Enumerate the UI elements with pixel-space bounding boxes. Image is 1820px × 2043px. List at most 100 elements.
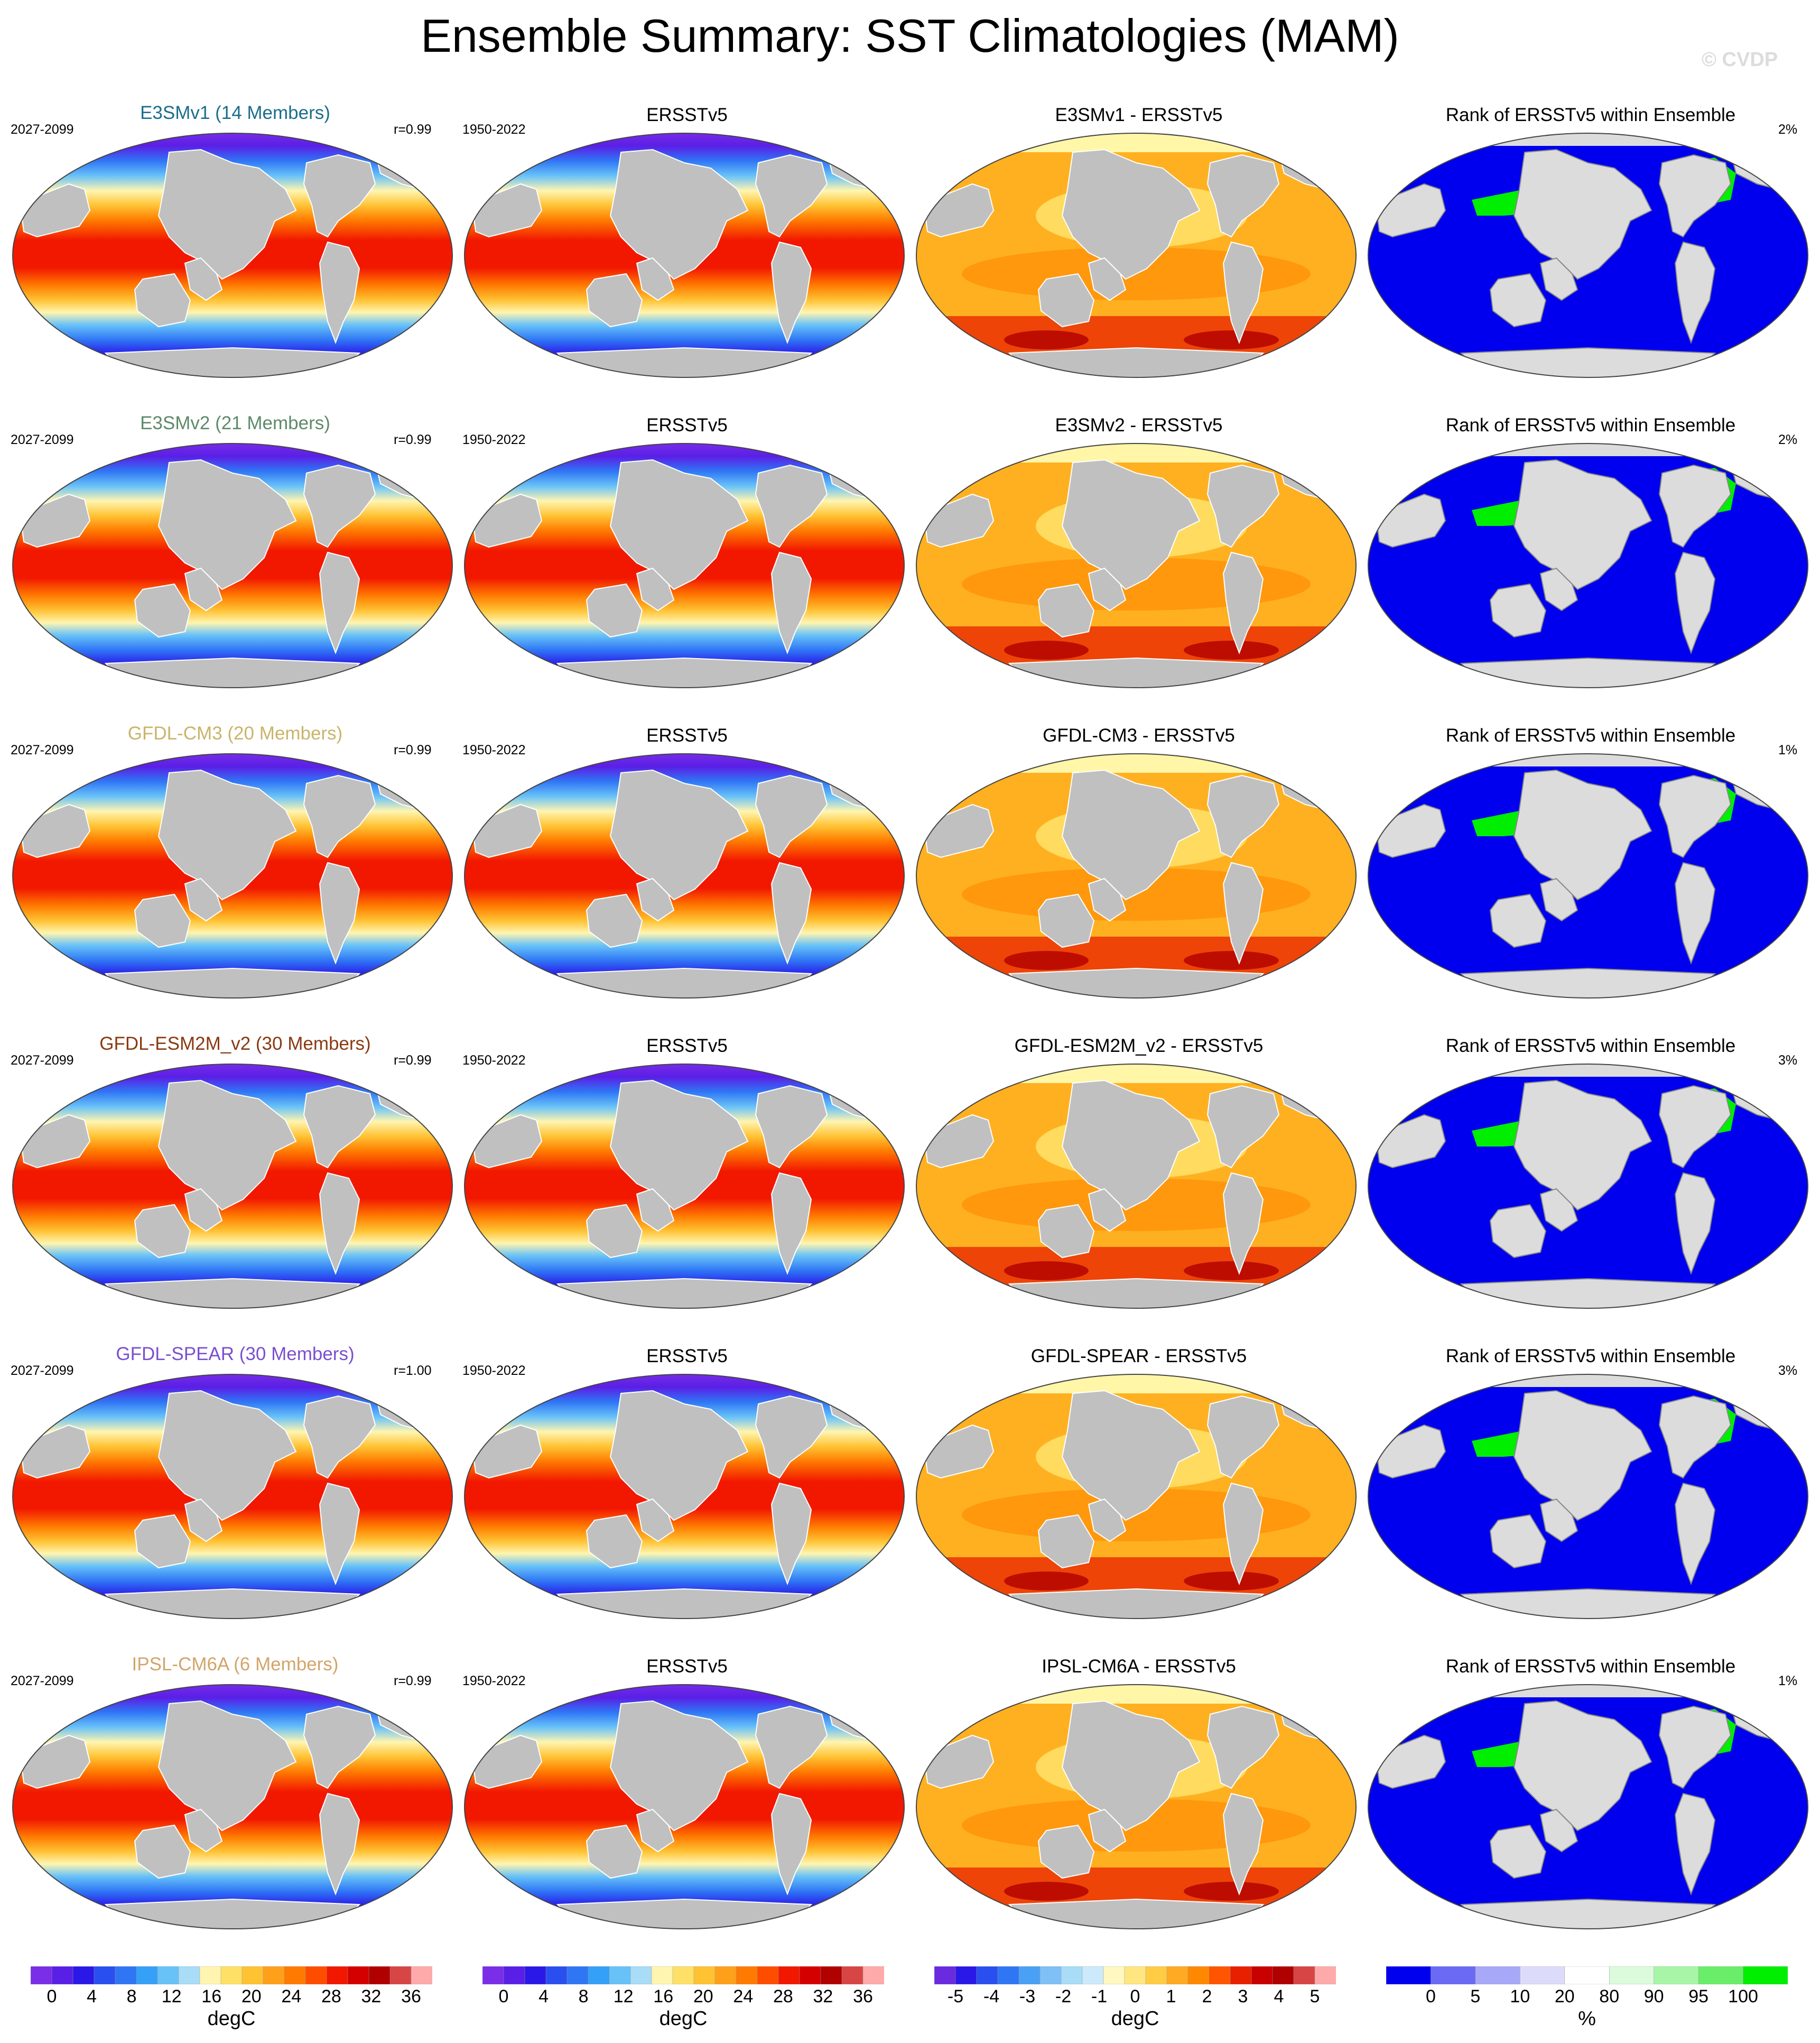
colorbar-tick-label: 8 <box>578 1986 589 2007</box>
land-mass <box>586 1204 643 1259</box>
rank-map <box>1368 753 1808 999</box>
colorbar <box>934 1966 1336 1984</box>
colorbar-box <box>630 1966 652 1984</box>
land-mass <box>1539 567 1578 612</box>
land-mass <box>1489 1514 1547 1569</box>
land-mass <box>770 1482 812 1585</box>
obs-period: 1950-2022 <box>462 432 526 447</box>
land-mass <box>157 459 297 590</box>
colorbar-tick-label: 28 <box>321 1986 341 2007</box>
land-mass <box>586 1824 643 1879</box>
land-mass <box>184 1808 223 1853</box>
colorbar-tick-label: 4 <box>538 1986 549 2007</box>
land-mass <box>924 1424 995 1479</box>
land-mass <box>1489 893 1547 948</box>
land-mass <box>1037 273 1095 328</box>
map-border <box>916 1374 1357 1619</box>
land-mass <box>472 183 543 238</box>
land-mass <box>1674 241 1716 344</box>
land-mass <box>1513 459 1652 590</box>
land-mass <box>303 1705 376 1789</box>
land-mass <box>1088 877 1127 922</box>
colorbar-box <box>545 1966 568 1984</box>
colorbar-box <box>1124 1966 1146 1984</box>
land-mass <box>1206 1085 1280 1169</box>
colorbar-box <box>411 1966 432 1984</box>
land-mass <box>1008 1588 1265 1619</box>
colorbar-box <box>588 1966 610 1984</box>
colorbar-tick-label: 20 <box>693 1986 713 2007</box>
land-mass <box>586 893 643 948</box>
land-mass <box>157 149 297 280</box>
land-mass <box>1460 1588 1716 1619</box>
colorbar-box <box>1272 1966 1294 1984</box>
map-border <box>464 753 905 999</box>
diff-title: GFDL-ESM2M_v2 - ERSSTv5 <box>1014 1036 1264 1056</box>
obs-sst-map <box>464 133 905 378</box>
rank-title: Rank of ERSSTv5 within Ensemble <box>1445 1656 1736 1677</box>
land-mass <box>1376 803 1446 858</box>
colorbar <box>31 1966 432 1984</box>
colorbar-box <box>1039 1966 1062 1984</box>
land-mass <box>1674 862 1716 965</box>
colorbar-box <box>199 1966 221 1984</box>
land-mass <box>1674 551 1716 654</box>
land-mass <box>755 1395 828 1479</box>
colorbar-box <box>778 1966 800 1984</box>
map-border <box>1368 133 1808 378</box>
land-mass <box>755 1705 828 1789</box>
land-mass <box>1658 774 1732 858</box>
colorbar-box <box>1209 1966 1231 1984</box>
rank-percent: 1% <box>1778 743 1798 757</box>
colorbar-box <box>1520 1966 1565 1984</box>
colorbar-tick-label: 0 <box>1130 1986 1140 2007</box>
land-mass <box>1376 1114 1446 1169</box>
land-mass <box>609 1079 749 1211</box>
land-mass <box>1008 1898 1265 1929</box>
difference-map <box>916 1064 1357 1309</box>
colorbar-box <box>503 1966 525 1984</box>
colorbar-box <box>1061 1966 1083 1984</box>
land-mass <box>1674 1792 1716 1896</box>
land-mass <box>157 1079 297 1211</box>
colorbar-box <box>482 1966 504 1984</box>
colorbar-tick-label: 80 <box>1599 1986 1620 2007</box>
colorbar-tick-label: 0 <box>47 1986 57 2007</box>
land-mass <box>184 567 223 612</box>
colorbar-box <box>955 1966 977 1984</box>
land-mass <box>556 347 813 377</box>
obs-period: 1950-2022 <box>462 1053 526 1068</box>
diff-title: IPSL-CM6A - ERSSTv5 <box>1042 1656 1236 1677</box>
model-title: GFDL-SPEAR (30 Members) <box>116 1344 355 1364</box>
land-mass <box>1460 657 1716 688</box>
land-mass <box>556 657 813 688</box>
pattern-correlation: r=0.99 <box>394 743 432 757</box>
difference-map <box>916 1684 1357 1929</box>
colorbar-box <box>862 1966 884 1984</box>
land-mass <box>134 1204 191 1259</box>
figure-title: Ensemble Summary: SST Climatologies (MAM… <box>421 10 1399 62</box>
land-mass <box>1513 1700 1652 1832</box>
land-mass <box>770 1172 812 1275</box>
land-mass <box>556 1898 813 1929</box>
land-mass <box>755 774 828 858</box>
colorbar-tick-label: 16 <box>201 1986 222 2007</box>
obs-sst-map <box>464 753 905 999</box>
land-mass <box>1088 257 1127 301</box>
map-border <box>12 443 453 688</box>
land-mass <box>609 459 749 590</box>
colorbar-box <box>714 1966 737 1984</box>
colorbar-box <box>157 1966 179 1984</box>
land-mass <box>755 154 828 238</box>
land-mass <box>1460 1898 1716 1929</box>
land-mass <box>1037 583 1095 638</box>
model-period: 2027-2099 <box>11 743 74 757</box>
colorbar-box <box>284 1966 306 1984</box>
land-mass <box>770 551 812 654</box>
colorbar-tick-label: 36 <box>853 1986 873 2007</box>
colorbar-box <box>1018 1966 1041 1984</box>
map-border <box>12 1064 453 1309</box>
map-border <box>12 133 453 378</box>
land-mass <box>1539 1498 1578 1542</box>
land-mass <box>586 583 643 638</box>
